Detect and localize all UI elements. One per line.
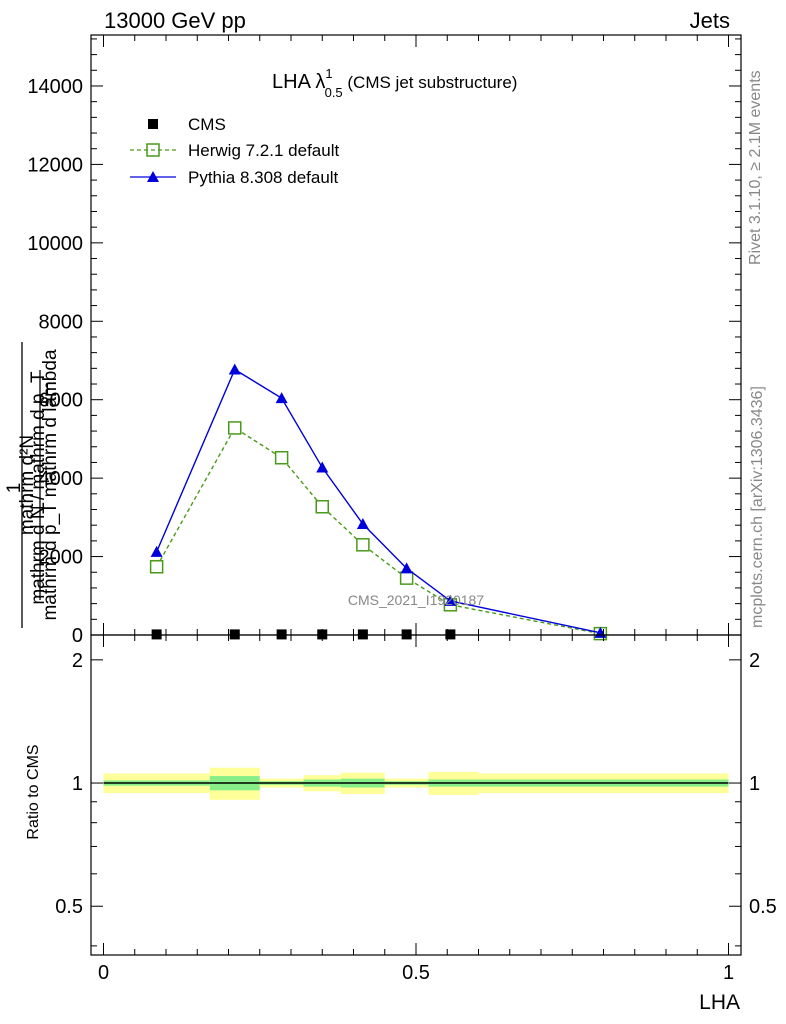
pythia-point-6 (444, 594, 457, 606)
ratio-ytick-label: 2 (72, 650, 83, 672)
xtick-label: 0.5 (402, 962, 430, 984)
pythia-point-0 (150, 545, 163, 557)
herwig-point-5 (399, 571, 414, 585)
axes-layer: 2000 4000 6000 8000 10000 12000 14000 0 0 0.5 1 0.5… (27, 34, 777, 984)
pythia-point-4 (356, 518, 369, 530)
main-ytick-label: 14000 (27, 76, 83, 98)
ratio-ytick-label: 1 (72, 773, 83, 795)
pythia-point-3 (316, 461, 329, 473)
ylabel-frac2-numerator: 1 (4, 483, 25, 494)
ratio-ytick-label-right: 1 (749, 773, 760, 795)
analysis-watermark: CMS_2021_I1920187 (348, 592, 484, 608)
mcplots-label: mcplots.cern.ch [arXiv:1306.3436] (749, 386, 766, 628)
ylabel-frac2-denominator: mathrm d N / mathrm d p_T (28, 371, 49, 605)
category-label: Jets (690, 8, 730, 33)
energy-label: 13000 GeV pp (104, 8, 246, 33)
ratio-panel-frame (90, 634, 742, 956)
main-ytick-label: 12000 (27, 154, 83, 176)
legend-label-pythia: Pythia 8.308 default (188, 168, 339, 187)
pythia-line (155, 368, 601, 634)
xtick-label: 0 (98, 962, 109, 984)
main-ytick-label: 8000 (39, 311, 84, 333)
plot-title: LHA λ1 0.5 (CMS jet substructure) (272, 66, 517, 100)
ratio-ytick-label: 0.5 (55, 896, 83, 918)
plot-title-main: LHA λ (272, 71, 325, 93)
rivet-version-label: Rivet 3.1.10, ≥ 2.1M events (747, 70, 764, 265)
main-ytick-label: 4000 (39, 468, 84, 490)
ylabel-frac1-denominator: mathrm d p_T mathrm d lambda (40, 349, 61, 620)
pythia-point-2 (275, 392, 288, 404)
herwig-point-1 (228, 421, 242, 435)
legend-label-herwig: Herwig 7.2.1 default (188, 141, 339, 160)
main-ylabel: mathrm d²N mathrm d p_T mathrm d lambda … (4, 342, 61, 628)
ratio-ytick-label-right: 2 (749, 650, 760, 672)
herwig-point-0 (149, 560, 164, 574)
legend-marker-herwig (146, 143, 160, 157)
main-ytick-label: 6000 (39, 390, 84, 412)
legend-marker-cms (148, 119, 158, 129)
plot-title-suffix: (CMS jet substructure) (343, 73, 518, 92)
main-ytick-label: 10000 (27, 233, 83, 255)
herwig-line (156, 426, 601, 635)
herwig-point-4 (356, 538, 370, 552)
herwig-point-2 (274, 450, 289, 465)
plot-title-sub: 0.5 (325, 85, 343, 100)
legend-marker-pythia (147, 171, 159, 182)
legend: CMS Herwig 7.2.1 default Pythia 8.308 de… (130, 115, 339, 187)
ratio-bands-layer (103, 767, 729, 800)
plot-title-sup: 1 (325, 66, 332, 81)
legend-label-cms: CMS (188, 115, 226, 134)
main-ytick-label: 2000 (39, 547, 84, 569)
main-ytick-label-zero: 0 (72, 625, 83, 647)
xlabel: LHA (699, 991, 740, 1014)
pythia-point-5 (400, 562, 413, 574)
ratio-ylabel: Ratio to CMS (25, 744, 42, 839)
ratio-ytick-label-right: 0.5 (749, 896, 777, 918)
pythia-point-1 (228, 363, 241, 375)
xtick-label: 1 (723, 962, 734, 984)
herwig-point-3 (315, 500, 329, 514)
